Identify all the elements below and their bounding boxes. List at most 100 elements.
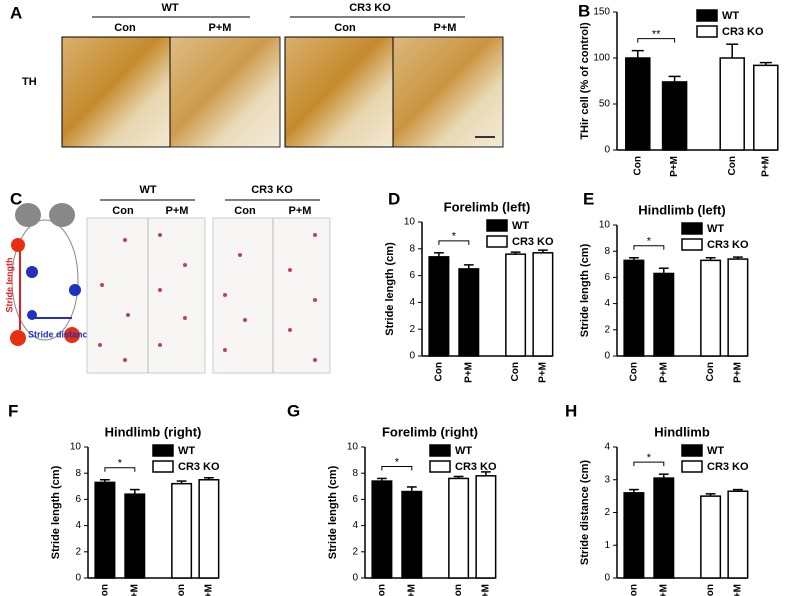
bar [653, 272, 675, 357]
y-tick-label: 10 [404, 217, 416, 228]
condition-label: Con [234, 205, 256, 217]
y-tick-label: 6 [604, 272, 610, 283]
legend-label: WT [707, 445, 724, 457]
y-tick-label: 6 [409, 270, 415, 281]
y-tick-label: 150 [593, 7, 610, 18]
y-tick-label: 8 [604, 246, 610, 257]
x-tick-label: P+M [733, 584, 744, 596]
y-axis-label: Stride distance (cm) [579, 460, 591, 565]
x-tick-label: P+M [669, 156, 680, 177]
y-tick-label: 10 [347, 442, 359, 453]
bar [532, 252, 554, 357]
x-tick-label: Con [377, 584, 388, 596]
bar [753, 64, 779, 151]
condition-label: Con [112, 205, 134, 217]
x-tick-label: P+M [129, 584, 140, 596]
legend-swatch [486, 219, 508, 232]
micrograph [392, 36, 504, 148]
condition-label: P+M [434, 22, 457, 34]
chart-title: Hindlimb (left) [638, 202, 725, 217]
condition-label: Con [334, 22, 356, 34]
condition-label: P+M [209, 22, 232, 34]
significance-label: ** [652, 29, 661, 41]
y-tick-label: 2 [604, 507, 610, 518]
significance-label: * [118, 458, 123, 470]
significance-label: * [647, 236, 652, 248]
legend-label: CR3 KO [707, 239, 749, 251]
significance-label: * [647, 452, 652, 464]
y-tick-label: 6 [352, 494, 358, 505]
panel-label: H [565, 401, 577, 420]
bar [700, 495, 722, 579]
condition-label: P+M [289, 205, 312, 217]
footprint-sheet [212, 217, 331, 374]
chart-title: Forelimb (left) [444, 199, 531, 214]
x-tick-label: P+M [406, 584, 417, 596]
bar [94, 481, 116, 579]
bar [505, 253, 527, 357]
legend-label: CR3 KO [722, 26, 764, 38]
panel-label: C [10, 189, 22, 208]
y-tick-label: 2 [604, 324, 610, 335]
bar [727, 490, 749, 579]
y-axis-label: Stride length (cm) [579, 243, 591, 337]
x-tick-label: Con [453, 584, 464, 596]
bar [475, 475, 497, 579]
legend-swatch [486, 235, 508, 248]
legend-label: CR3 KO [512, 236, 554, 248]
significance-label: * [395, 456, 400, 468]
y-tick-label: 2 [409, 324, 415, 335]
significance-bracket [633, 461, 665, 467]
x-tick-label: Con [176, 584, 187, 596]
group-label: CR3 KO [349, 2, 391, 14]
bar [653, 477, 675, 579]
y-axis-label: THir cell (% of control) [579, 22, 591, 140]
x-tick-label: P+M [204, 584, 215, 596]
x-tick-label: P+M [760, 156, 771, 177]
bar [448, 477, 470, 579]
bar [727, 258, 749, 357]
y-tick-label: 8 [352, 468, 358, 479]
legend-label: CR3 KO [707, 461, 749, 473]
panel-label: D [388, 189, 400, 208]
y-tick-label: 4 [409, 297, 415, 308]
legend-swatch [681, 460, 703, 473]
bar [661, 81, 688, 151]
y-axis-label: Stride length (cm) [50, 465, 62, 559]
x-tick-label: Con [629, 584, 640, 596]
micrograph [284, 36, 394, 148]
condition-label: Con [114, 22, 136, 34]
legend-swatch [681, 222, 703, 235]
bar [623, 492, 645, 579]
y-tick-label: 2 [75, 546, 81, 557]
y-tick-label: 1 [604, 540, 610, 551]
panel-label: B [578, 1, 590, 20]
legend-swatch [152, 444, 174, 457]
legend-swatch [152, 460, 174, 473]
diagram-label: Stride length [4, 257, 14, 312]
bar [198, 479, 220, 579]
x-tick-label: P+M [658, 584, 669, 596]
y-tick-label: 0 [409, 351, 415, 362]
diagram-label: Stride distance [28, 329, 93, 339]
group-label: WT [161, 2, 178, 14]
chart-title: Forelimb (right) [382, 424, 478, 439]
legend-label: WT [707, 223, 724, 235]
x-tick-label: Con [434, 362, 445, 381]
y-tick-label: 10 [599, 220, 611, 231]
bar [458, 268, 480, 357]
bar [719, 57, 745, 151]
y-tick-label: 3 [604, 474, 610, 485]
x-tick-label: Con [100, 584, 111, 596]
y-tick-label: 4 [604, 442, 610, 453]
legend-swatch [681, 444, 703, 457]
y-axis-label: Stride length (cm) [384, 242, 396, 336]
bar [428, 256, 450, 357]
legend-swatch [696, 25, 718, 38]
x-tick-label: Con [510, 362, 521, 381]
bar [124, 493, 146, 579]
legend-label: WT [178, 445, 195, 457]
x-tick-label: P+M [538, 362, 549, 383]
y-axis-label: Stride length (cm) [327, 465, 339, 559]
bar [401, 490, 423, 579]
